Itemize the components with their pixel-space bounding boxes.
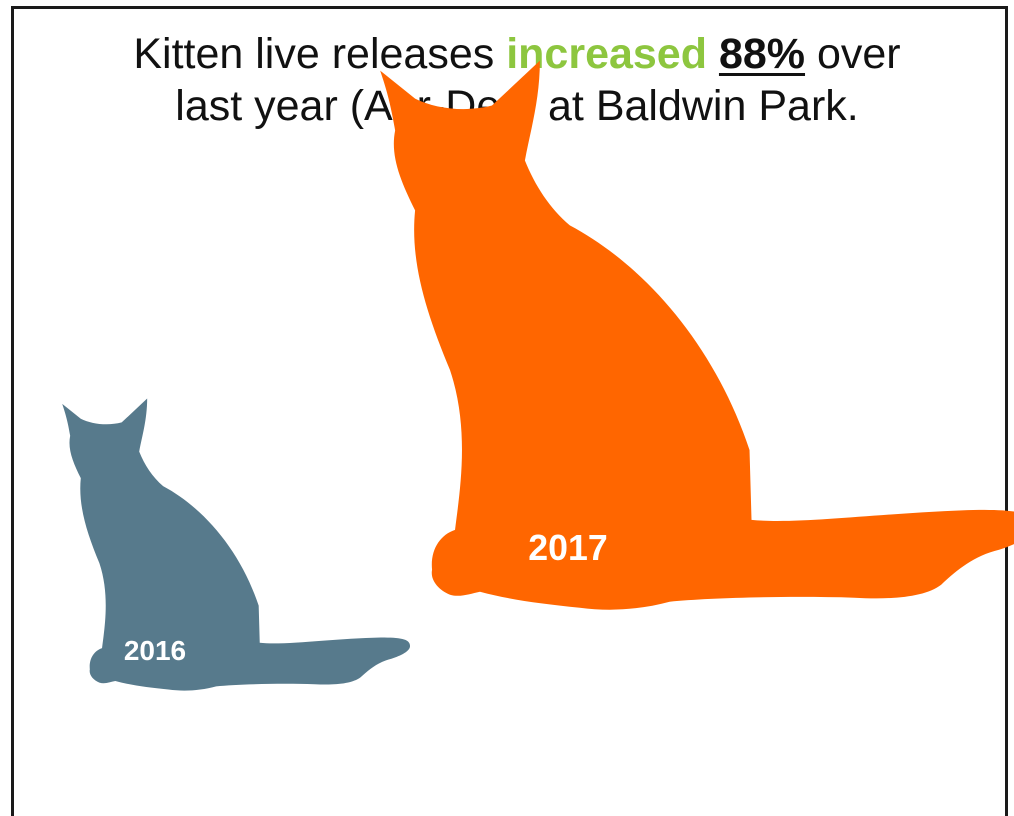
cat-icon-2016 bbox=[62, 398, 411, 691]
year-label-2017: 2017 bbox=[528, 528, 607, 568]
title-text-start: Kitten live releases bbox=[133, 30, 507, 78]
title-percent-change: 88% bbox=[718, 30, 806, 78]
cat-icon-2017 bbox=[380, 60, 1014, 610]
title-text-over: over bbox=[805, 30, 901, 78]
year-label-2016: 2016 bbox=[124, 635, 186, 666]
chart-frame bbox=[11, 6, 1008, 816]
